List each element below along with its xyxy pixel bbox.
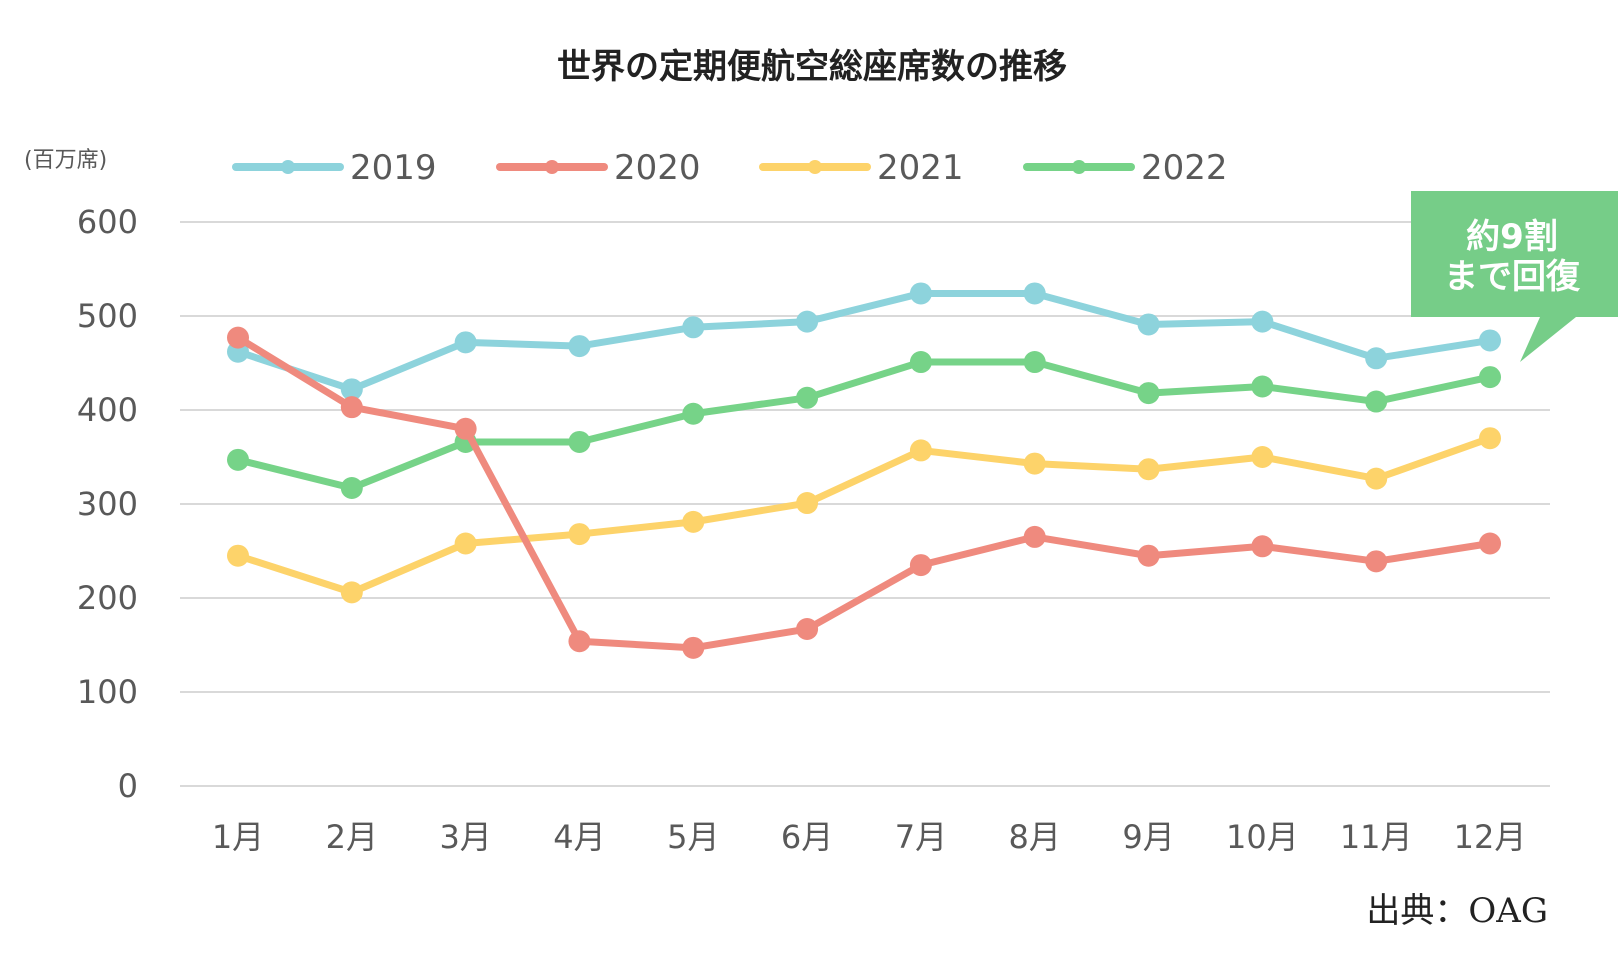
data-point-2021-2月 [340, 581, 363, 604]
series-line-2022 [234, 358, 1494, 492]
data-point-2020-12月 [1479, 532, 1501, 555]
data-point-2021-11月 [1365, 467, 1388, 490]
legend-swatch-marker [281, 160, 295, 174]
data-point-2020-3月 [454, 417, 477, 440]
series-group [227, 282, 1501, 659]
data-point-2019-3月 [454, 331, 477, 354]
x-tick-label: 9月 [1122, 818, 1174, 856]
data-point-2022-1月 [227, 448, 249, 471]
data-point-2020-8月 [1023, 525, 1046, 548]
series-line-2021 [234, 434, 1494, 596]
data-point-2020-4月 [568, 630, 591, 653]
legend-item-2022: 2022 [1023, 148, 1228, 188]
data-point-2020-1月 [227, 326, 249, 349]
data-point-2022-8月 [1023, 351, 1046, 374]
data-point-2020-11月 [1365, 550, 1388, 573]
data-point-2022-7月 [909, 351, 932, 374]
legend-swatch-marker [545, 160, 559, 174]
data-point-2019-6月 [796, 310, 819, 333]
x-tick-label: 10月 [1226, 818, 1299, 856]
callout-line-1: 約9割 [1466, 217, 1558, 257]
y-tick-label: 100 [77, 673, 138, 711]
legend-item-2019: 2019 [232, 148, 437, 188]
data-point-2019-9月 [1137, 313, 1160, 336]
x-tick-label: 12月 [1454, 818, 1527, 856]
chart-title: 世界の定期便航空総座席数の推移 [557, 47, 1067, 87]
data-point-2019-7月 [909, 282, 932, 305]
legend-swatch-marker [1072, 160, 1086, 174]
data-point-2020-2月 [340, 396, 363, 419]
series-2021 [227, 427, 1501, 604]
data-point-2021-7月 [909, 439, 932, 462]
data-point-2022-9月 [1137, 382, 1160, 405]
y-tick-label: 600 [77, 203, 138, 241]
data-point-2020-6月 [796, 618, 819, 641]
callout-shape [1411, 191, 1618, 362]
legend-label: 2019 [350, 148, 437, 188]
y-axis-unit-label: (百万席) [24, 148, 107, 173]
data-point-2021-9月 [1137, 458, 1160, 481]
legend-label: 2022 [1141, 148, 1228, 188]
data-point-2021-10月 [1251, 446, 1274, 468]
legend-label: 2020 [614, 148, 701, 188]
y-tick-label: 200 [77, 579, 138, 617]
data-point-2022-2月 [340, 477, 363, 500]
data-point-2019-2月 [340, 378, 363, 401]
data-point-2021-1月 [227, 544, 249, 567]
x-tick-label: 2月 [326, 818, 378, 856]
x-tick-label: 1月 [212, 818, 264, 856]
legend-item-2020: 2020 [496, 148, 701, 188]
x-axis-ticks: 1月 2月 3月 4月 5月 6月 7月 8月 9月 10月 11月 12月 [212, 818, 1527, 856]
data-point-2021-4月 [568, 523, 591, 546]
data-point-2021-12月 [1479, 427, 1501, 450]
data-point-2020-5月 [682, 636, 705, 659]
y-tick-label: 500 [77, 297, 138, 335]
legend-label: 2021 [877, 148, 964, 188]
x-tick-label: 3月 [439, 818, 491, 856]
data-point-2019-4月 [568, 335, 591, 358]
data-point-2022-12月 [1479, 366, 1501, 389]
data-point-2022-10月 [1251, 375, 1274, 398]
annotation-callout: 約9割 まで回復 [1411, 191, 1618, 362]
x-tick-label: 4月 [553, 818, 605, 856]
data-point-2019-8月 [1023, 282, 1046, 305]
data-point-2021-8月 [1023, 452, 1046, 475]
x-tick-label: 5月 [667, 818, 719, 856]
data-point-2022-4月 [568, 430, 591, 453]
y-tick-label: 0 [118, 767, 138, 805]
data-point-2022-5月 [682, 402, 705, 425]
y-tick-label: 400 [77, 391, 138, 429]
x-tick-label: 11月 [1340, 818, 1413, 856]
data-point-2020-7月 [909, 554, 932, 577]
series-line-2020 [234, 334, 1494, 652]
data-point-2021-6月 [796, 492, 819, 515]
legend-item-2021: 2021 [759, 148, 964, 188]
x-tick-label: 7月 [895, 818, 947, 856]
grid [180, 221, 1550, 787]
y-axis-ticks: 0 100 200 300 400 500 600 [77, 203, 138, 805]
data-point-2021-5月 [682, 510, 705, 533]
data-point-2021-3月 [454, 532, 477, 555]
series-line-2019 [234, 289, 1494, 393]
x-tick-label: 6月 [781, 818, 833, 856]
data-point-2019-10月 [1251, 310, 1274, 333]
series-2020 [227, 326, 1501, 659]
x-tick-label: 8月 [1009, 818, 1061, 856]
data-point-2019-5月 [682, 316, 705, 339]
data-point-2020-9月 [1137, 544, 1160, 567]
source-note: 出典：OAG [1366, 891, 1548, 931]
y-tick-label: 300 [77, 485, 138, 523]
legend-swatch-marker [808, 160, 822, 174]
data-point-2022-6月 [796, 386, 819, 409]
callout-line-2: まで回復 [1444, 257, 1581, 297]
legend: 2019 2020 2021 2022 [232, 148, 1228, 188]
data-point-2020-10月 [1251, 535, 1274, 558]
data-point-2019-11月 [1365, 347, 1388, 370]
data-point-2019-12月 [1479, 329, 1501, 352]
data-point-2022-11月 [1365, 390, 1388, 413]
